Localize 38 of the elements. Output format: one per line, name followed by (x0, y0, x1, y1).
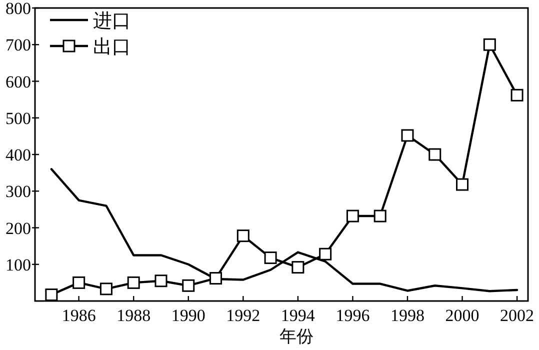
x-tick-label: 2000 (445, 306, 480, 325)
y-tick-label: 700 (6, 36, 31, 55)
point (428, 148, 442, 161)
x-tick-label: 2002 (500, 306, 534, 325)
y-tick-label: 100 (6, 255, 31, 274)
y-tick-label: 300 (6, 182, 31, 202)
point (210, 272, 222, 285)
point (292, 261, 304, 274)
y-tick-label: 500 (6, 108, 31, 128)
point (346, 210, 359, 222)
legend-label: 出口 (93, 37, 131, 58)
point (127, 276, 140, 289)
point (456, 178, 469, 191)
x-tick-label: 1996 (336, 306, 370, 325)
y-tick-label: 600 (6, 72, 31, 92)
x-tick-label: 1988 (116, 306, 151, 325)
point (182, 279, 195, 292)
y-tick-label: 400 (6, 146, 31, 164)
point (236, 230, 250, 242)
point (45, 288, 58, 302)
point (264, 252, 277, 264)
point (72, 276, 86, 289)
point (100, 282, 112, 296)
x-tick-label: 1986 (62, 306, 96, 325)
x-tick-label: 1990 (171, 306, 206, 325)
point (374, 210, 386, 222)
x-axis-title: 年份 (280, 327, 314, 346)
x-tick-label: 1998 (390, 306, 424, 325)
legend-label: 进口 (93, 11, 131, 32)
y-tick-label: 200 (6, 218, 31, 238)
y-tick-label: 800 (6, 0, 31, 18)
point (483, 38, 496, 51)
point (154, 274, 168, 288)
point (319, 248, 332, 260)
point (401, 129, 414, 142)
x-tick-label: 1994 (280, 306, 316, 325)
point (510, 88, 524, 102)
x-tick-label: 1992 (226, 306, 260, 325)
